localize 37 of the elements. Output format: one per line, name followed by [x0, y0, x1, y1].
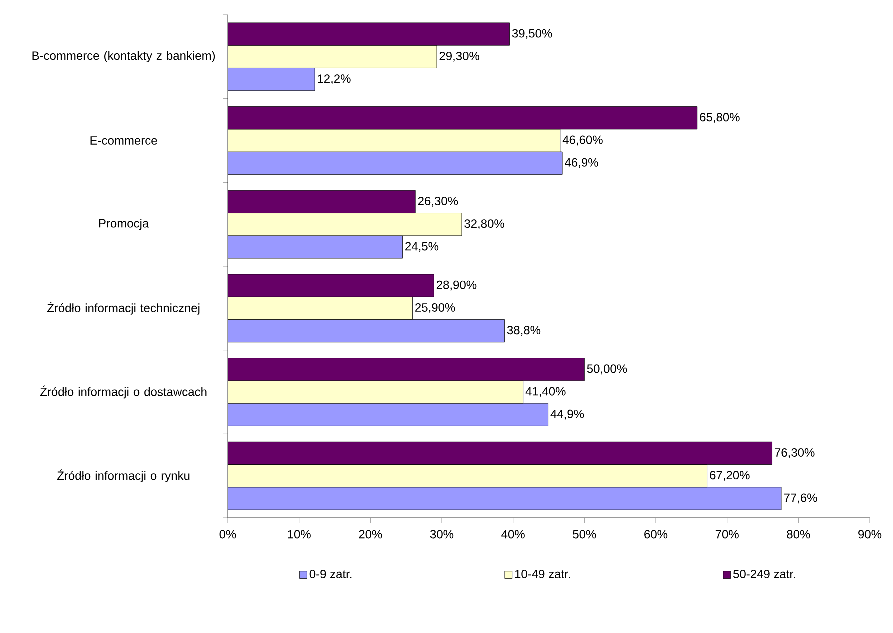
- x-tick-label: 40%: [502, 530, 525, 539]
- y-tick-label: Źródło informacji o dostawcach: [40, 386, 207, 399]
- data-label: 28,90%: [436, 280, 477, 291]
- data-label: 77,6%: [784, 494, 818, 504]
- y-tick-label: B-commerce (kontakty z bankiem): [32, 51, 216, 63]
- data-label: 25,90%: [416, 303, 456, 314]
- data-label: 26,30%: [418, 196, 458, 207]
- y-tick-label: Źródło informacji o rynku: [57, 470, 190, 483]
- x-tick-label: 50%: [573, 530, 596, 539]
- data-label: 39,50%: [512, 29, 552, 40]
- data-label: 44,9%: [550, 410, 584, 420]
- data-label: 29,30%: [440, 52, 480, 62]
- legend-label: 10-49 zatr.: [515, 570, 570, 578]
- data-label: 41,40%: [526, 387, 566, 398]
- y-tick-label: Promocja: [99, 218, 150, 230]
- x-tick-label: 60%: [644, 530, 668, 539]
- data-label: 65,80%: [700, 113, 740, 124]
- x-tick-label: 0%: [220, 530, 236, 539]
- data-label: 50,00%: [587, 364, 628, 375]
- data-label: 67,20%: [710, 471, 750, 482]
- data-label: 38,8%: [507, 326, 541, 336]
- data-label: 24,5%: [406, 242, 439, 252]
- data-label: 12,2%: [318, 74, 351, 85]
- x-tick-label: 30%: [430, 530, 454, 539]
- x-tick-label: 90%: [858, 530, 882, 539]
- legend-label: 0-9 zatr.: [310, 570, 352, 578]
- data-label: 76,30%: [775, 448, 815, 458]
- y-tick-label: E-commerce: [90, 136, 158, 145]
- legend-label: 50-249 zatr.: [734, 570, 796, 578]
- x-tick-label: 20%: [359, 530, 382, 539]
- data-label: 46,60%: [562, 136, 603, 146]
- x-tick-label: 80%: [787, 530, 810, 539]
- data-label: 32,80%: [464, 220, 504, 230]
- x-tick-label: 70%: [716, 530, 739, 539]
- data-label: 46,9%: [565, 158, 598, 168]
- y-tick-label: Źródło informacji technicznej: [47, 302, 200, 315]
- x-tick-label: 10%: [288, 530, 311, 539]
